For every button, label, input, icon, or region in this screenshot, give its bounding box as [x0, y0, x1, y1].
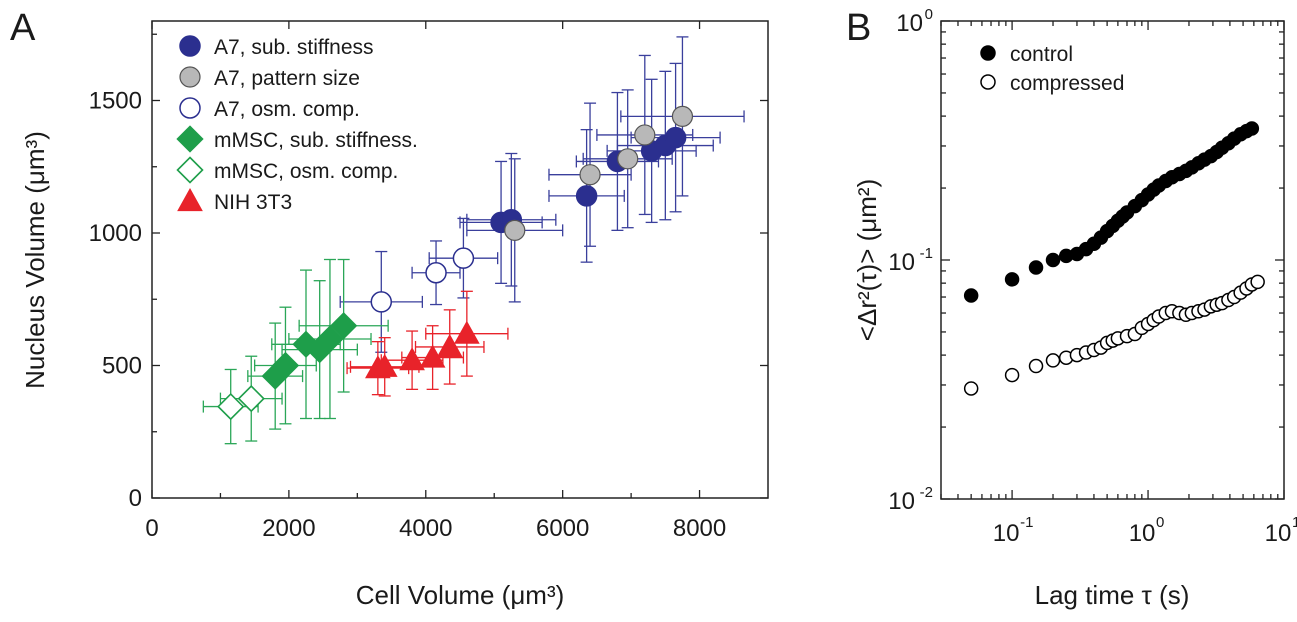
data-point-nih-3t3	[371, 353, 398, 377]
data-point-nih-3t3	[453, 320, 480, 344]
x-tick-label: 6000	[536, 515, 589, 542]
panel-a-plot-frame	[151, 20, 769, 499]
legend-marker-compressed	[980, 74, 996, 90]
data-point-control	[1045, 252, 1061, 268]
data-point-a7-sub-stiffness	[664, 126, 687, 149]
y-tick-label: 10	[888, 249, 915, 276]
panel-a-x-axis-title: Cell Volume (μm³)	[356, 580, 565, 610]
data-point-control	[1028, 260, 1044, 275]
legend-marker-a7-pattern-size	[179, 66, 201, 88]
panel-b-x-axis-title: Lag time τ (s)	[1035, 580, 1190, 610]
panel-a-chart: 0 2000 4000 6000 8000 0 500 1000 1500 A7, sub. s…	[20, 20, 769, 610]
panel-b-letter: B	[846, 7, 871, 49]
x-tick-label: 10	[993, 520, 1020, 547]
data-point-control	[1244, 121, 1260, 136]
legend-label-nih-3t3: NIH 3T3	[214, 191, 292, 214]
panel-a-legend: A7, sub. stiffness A7, pattern size A7, os…	[176, 35, 418, 214]
x-tick-label: 4000	[399, 515, 452, 542]
data-point-a7-pattern-size	[617, 148, 639, 170]
x-tick-label: 0	[145, 515, 158, 542]
data-point-control	[963, 288, 979, 303]
y-tick-label: 0	[129, 485, 142, 512]
x-tick-exponent: -1	[1020, 514, 1033, 531]
data-point-mmsc-sub-stiffness	[330, 312, 358, 340]
x-tick-label: 2000	[262, 515, 315, 542]
data-point-mmsc-sub-stiffness	[271, 351, 300, 380]
data-point-compressed	[963, 381, 979, 396]
data-point-a7-pattern-size	[671, 105, 694, 128]
y-tick-exponent: -1	[920, 245, 933, 262]
x-tick-exponent: 1	[1292, 514, 1297, 531]
data-point-nih-3t3	[436, 333, 463, 358]
data-point-compressed	[1028, 358, 1044, 374]
legend-marker-mmsc-osm-comp	[176, 156, 204, 184]
data-point-a7-osm-comp	[452, 247, 475, 269]
legend-label-a7-osm-comp: A7, osm. comp.	[214, 98, 360, 121]
data-point-mmsc-sub-stiffness	[316, 325, 344, 353]
data-point-a7-pattern-size	[579, 164, 601, 186]
y-tick-label: 10	[888, 488, 915, 515]
data-point-a7-osm-comp	[370, 291, 393, 313]
legend-marker-a7-osm-comp	[179, 97, 201, 119]
legend-marker-control	[980, 45, 996, 61]
panel-a-ticks	[151, 21, 768, 499]
data-point-compressed	[1004, 367, 1020, 383]
panel-a-tick-labels: 0 2000 4000 6000 8000 0 500 1000 1500	[89, 88, 727, 543]
x-tick-label: 10	[1129, 520, 1156, 547]
panel-a-y-axis-title: Nucleus Volume (μm³)	[20, 131, 50, 389]
data-point-a7-sub-stiffness	[575, 185, 598, 207]
legend-marker-mmsc-sub-stiffness	[176, 125, 204, 153]
legend-marker-nih-3t3	[177, 187, 203, 212]
panel-a-letter: A	[10, 7, 36, 49]
y-tick-label: 1000	[89, 220, 142, 247]
legend-label-control: control	[1010, 43, 1073, 66]
data-point-nih-3t3	[399, 347, 425, 371]
panel-b-data-points	[963, 121, 1265, 396]
data-point-a7-pattern-size	[504, 219, 526, 241]
data-point-compressed	[1045, 353, 1061, 368]
legend-marker-a7-sub-stiffness	[179, 35, 201, 57]
y-tick-exponent: 0	[925, 6, 933, 23]
y-tick-label: 10	[896, 10, 923, 37]
y-tick-exponent: -2	[920, 484, 933, 501]
panel-a-data-points	[217, 105, 694, 421]
panel-b-legend: control compressed	[980, 43, 1124, 95]
y-tick-label: 1500	[89, 88, 142, 115]
legend-label-a7-sub-stiffness: A7, sub. stiffness	[214, 36, 374, 59]
x-tick-exponent: 0	[1156, 514, 1164, 531]
legend-label-mmsc-sub-stiffness: mMSC, sub. stiffness.	[214, 129, 418, 152]
y-tick-label: 500	[102, 353, 142, 380]
data-point-compressed	[1250, 274, 1265, 290]
legend-label-a7-pattern-size: A7, pattern size	[214, 67, 360, 90]
data-point-mmsc-osm-comp	[237, 384, 265, 413]
x-tick-label: 8000	[673, 515, 726, 542]
legend-label-mmsc-osm-comp: mMSC, osm. comp.	[214, 160, 398, 183]
panel-b-ticks	[940, 20, 1285, 500]
data-point-a7-osm-comp	[425, 262, 447, 284]
data-point-a7-pattern-size	[634, 124, 656, 146]
x-tick-label: 10	[1265, 520, 1292, 547]
legend-label-compressed: compressed	[1010, 72, 1124, 95]
panel-b-y-axis-title: <Δr²(τ)> (μm²)	[852, 179, 882, 341]
data-point-mmsc-osm-comp	[217, 392, 245, 421]
data-point-control	[1004, 272, 1020, 287]
